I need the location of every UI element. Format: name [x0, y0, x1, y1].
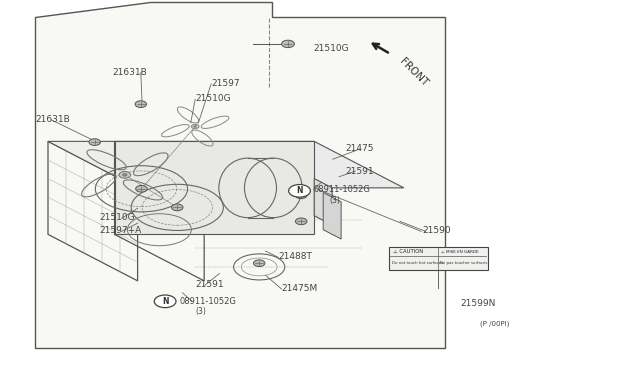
Text: 21597+A: 21597+A: [99, 226, 141, 235]
Polygon shape: [35, 2, 445, 348]
Text: (P /00PI): (P /00PI): [480, 320, 509, 327]
Text: ⚠ MISE EN GARDE: ⚠ MISE EN GARDE: [441, 250, 479, 254]
Text: ⚠ CAUTION: ⚠ CAUTION: [393, 249, 423, 254]
Polygon shape: [115, 141, 404, 188]
Polygon shape: [48, 141, 204, 188]
Text: N: N: [296, 186, 303, 195]
Text: 21475M: 21475M: [282, 284, 318, 293]
Text: 08911-1052G: 08911-1052G: [314, 185, 371, 194]
Circle shape: [289, 185, 310, 197]
Circle shape: [135, 101, 147, 108]
Text: 21510G: 21510G: [195, 94, 231, 103]
Text: 21599N: 21599N: [461, 299, 496, 308]
Circle shape: [172, 204, 183, 211]
Text: 21590: 21590: [422, 226, 451, 235]
Text: 21488T: 21488T: [278, 252, 312, 261]
Text: 21631B: 21631B: [112, 68, 147, 77]
Text: 21591: 21591: [195, 280, 224, 289]
Polygon shape: [115, 141, 314, 234]
Circle shape: [253, 260, 265, 266]
Text: 21631B: 21631B: [35, 115, 70, 124]
Circle shape: [194, 126, 196, 127]
Circle shape: [282, 40, 294, 48]
FancyBboxPatch shape: [389, 247, 488, 270]
Text: (3): (3): [330, 196, 340, 205]
Text: 08911-1052G: 08911-1052G: [179, 297, 236, 306]
Text: Do not touch hot surfaces.: Do not touch hot surfaces.: [392, 261, 445, 265]
Text: 21475: 21475: [346, 144, 374, 153]
Text: 21510G: 21510G: [314, 44, 349, 53]
Circle shape: [136, 185, 147, 192]
Text: 21597: 21597: [211, 79, 240, 88]
Circle shape: [296, 218, 307, 225]
Text: 21591: 21591: [346, 167, 374, 176]
Circle shape: [296, 192, 307, 199]
Polygon shape: [323, 193, 341, 239]
Circle shape: [122, 173, 127, 176]
Text: Ne pas toucher surfaces.: Ne pas toucher surfaces.: [440, 261, 489, 265]
Text: (3): (3): [195, 307, 206, 316]
Circle shape: [89, 139, 100, 145]
Polygon shape: [314, 179, 332, 225]
Circle shape: [119, 171, 131, 178]
Text: N: N: [162, 297, 168, 306]
Text: FRONT: FRONT: [398, 57, 430, 89]
Circle shape: [191, 124, 199, 129]
Circle shape: [154, 295, 176, 308]
Text: 21510G: 21510G: [99, 213, 135, 222]
